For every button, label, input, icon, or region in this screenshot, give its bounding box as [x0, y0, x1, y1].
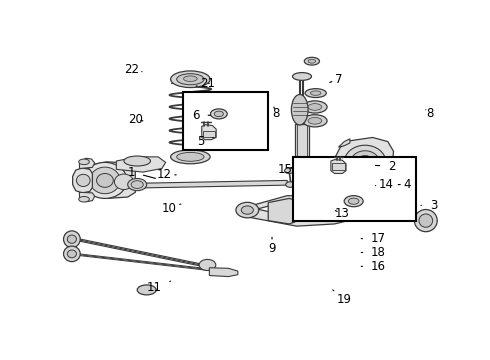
Ellipse shape [286, 182, 295, 187]
Ellipse shape [415, 210, 437, 232]
Ellipse shape [383, 183, 394, 188]
Ellipse shape [211, 109, 227, 119]
Polygon shape [143, 180, 287, 188]
Polygon shape [202, 125, 216, 140]
Ellipse shape [351, 151, 379, 174]
Ellipse shape [171, 71, 210, 87]
Text: 16: 16 [361, 260, 386, 273]
Polygon shape [247, 207, 359, 226]
Bar [332, 163, 345, 170]
Polygon shape [331, 159, 346, 174]
Ellipse shape [171, 150, 210, 164]
Ellipse shape [308, 117, 322, 124]
Ellipse shape [97, 174, 113, 187]
Ellipse shape [357, 156, 373, 169]
Text: 21: 21 [196, 77, 215, 90]
Ellipse shape [67, 235, 76, 243]
Ellipse shape [303, 115, 327, 127]
Bar [295, 123, 309, 198]
Polygon shape [341, 196, 361, 204]
Text: 8: 8 [426, 107, 433, 120]
Ellipse shape [348, 198, 359, 204]
Ellipse shape [344, 196, 363, 207]
Text: 18: 18 [361, 246, 386, 259]
Ellipse shape [236, 202, 259, 218]
Ellipse shape [184, 76, 197, 81]
Polygon shape [339, 139, 350, 147]
Text: 19: 19 [333, 290, 352, 306]
Polygon shape [79, 192, 95, 202]
Text: 17: 17 [361, 232, 386, 245]
Ellipse shape [419, 214, 433, 227]
Ellipse shape [131, 181, 143, 188]
Ellipse shape [241, 206, 253, 214]
Ellipse shape [343, 210, 359, 220]
Ellipse shape [64, 246, 80, 262]
Ellipse shape [67, 250, 76, 258]
Ellipse shape [137, 285, 156, 295]
Bar [202, 131, 216, 137]
Ellipse shape [310, 91, 321, 95]
Ellipse shape [90, 167, 120, 194]
Text: 14: 14 [375, 178, 393, 191]
Ellipse shape [79, 197, 89, 202]
Text: 10: 10 [162, 202, 181, 215]
Text: 7: 7 [330, 73, 342, 86]
Text: 11: 11 [147, 281, 171, 294]
Text: 12: 12 [157, 168, 176, 181]
Ellipse shape [115, 174, 133, 190]
Text: 8: 8 [272, 107, 279, 120]
Text: 13: 13 [335, 207, 350, 220]
Ellipse shape [124, 156, 150, 166]
Text: 1: 1 [128, 166, 155, 179]
Ellipse shape [76, 174, 90, 186]
Polygon shape [83, 162, 135, 198]
Ellipse shape [214, 111, 223, 117]
Ellipse shape [308, 104, 322, 110]
Text: 5: 5 [197, 135, 213, 148]
Polygon shape [268, 198, 295, 224]
Ellipse shape [303, 101, 327, 113]
Ellipse shape [177, 74, 204, 85]
Polygon shape [247, 195, 342, 212]
Text: 6: 6 [192, 109, 210, 122]
Bar [183, 92, 268, 150]
Ellipse shape [304, 57, 319, 65]
Polygon shape [116, 157, 166, 172]
Text: 3: 3 [421, 199, 437, 212]
Ellipse shape [64, 231, 80, 247]
Ellipse shape [331, 181, 346, 191]
Text: 9: 9 [268, 237, 276, 255]
Ellipse shape [292, 94, 308, 125]
Polygon shape [79, 158, 95, 168]
Polygon shape [334, 138, 393, 197]
Text: 2: 2 [375, 160, 395, 173]
Ellipse shape [293, 73, 312, 80]
Text: 4: 4 [398, 178, 411, 191]
Ellipse shape [285, 168, 294, 174]
Text: 22: 22 [124, 63, 142, 76]
Ellipse shape [199, 260, 216, 270]
Ellipse shape [128, 179, 147, 191]
Ellipse shape [308, 59, 316, 63]
Ellipse shape [83, 162, 127, 198]
Ellipse shape [305, 89, 326, 98]
Ellipse shape [344, 145, 386, 180]
Text: 15: 15 [278, 163, 293, 176]
Polygon shape [209, 268, 238, 276]
Ellipse shape [177, 152, 204, 161]
Polygon shape [73, 168, 93, 193]
Ellipse shape [79, 159, 89, 165]
Bar [293, 157, 416, 221]
Text: 20: 20 [128, 113, 143, 126]
